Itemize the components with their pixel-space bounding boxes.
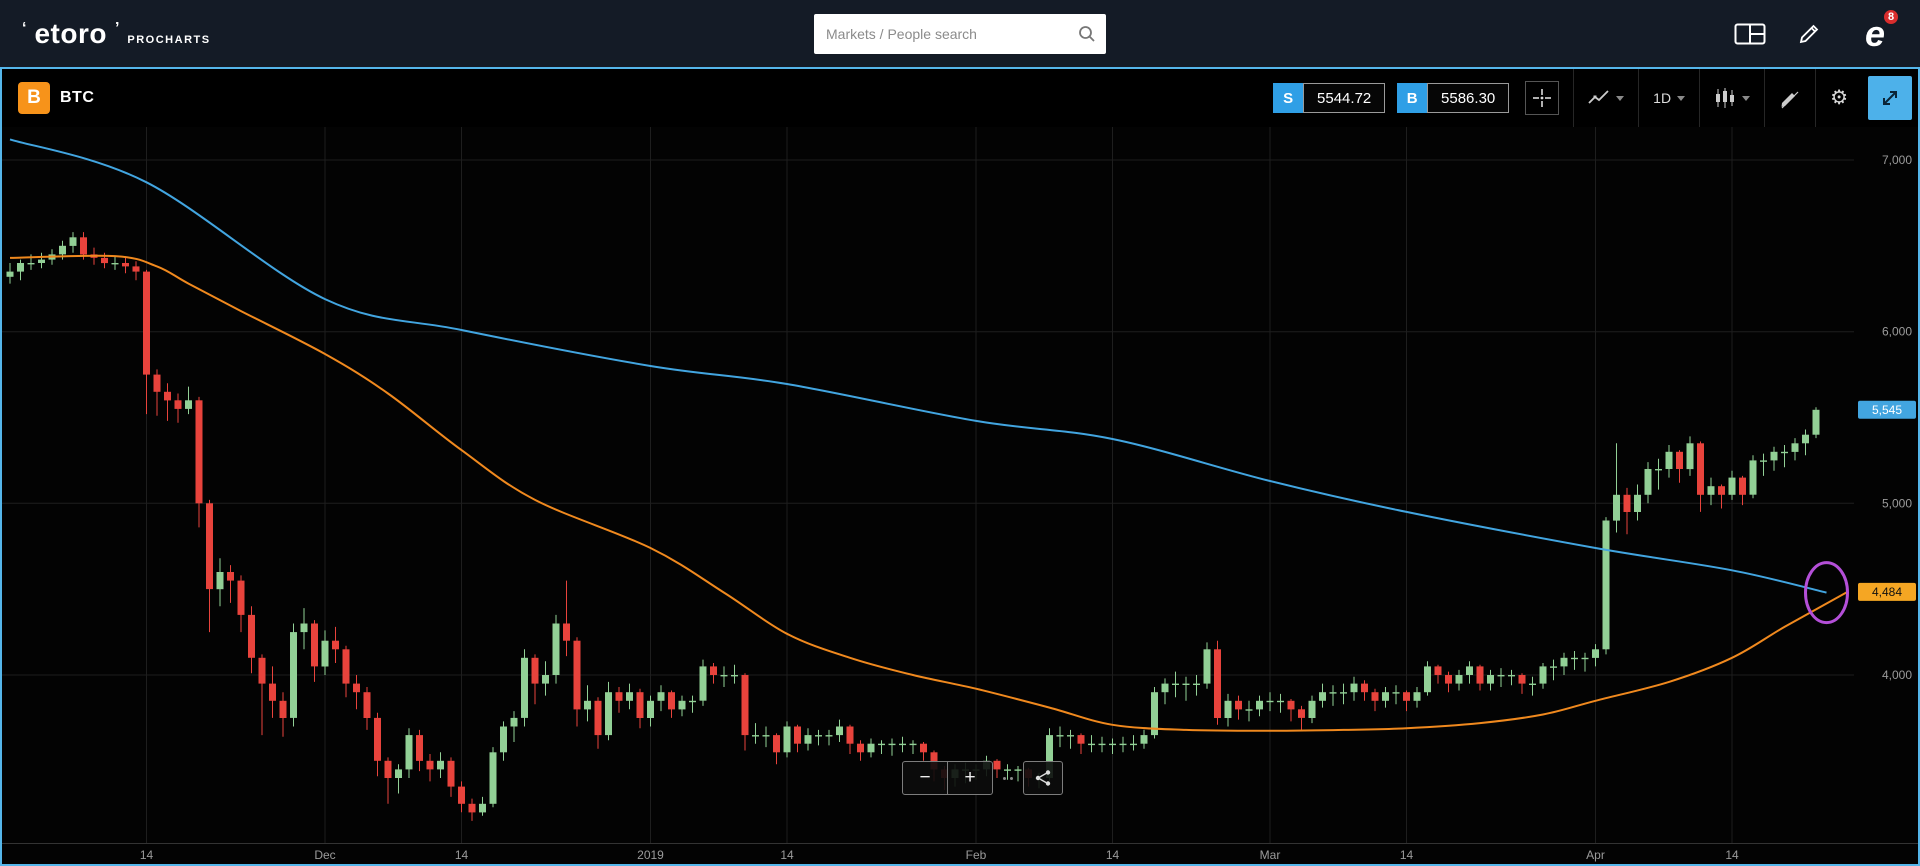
svg-text:Mar: Mar <box>1260 848 1281 862</box>
chevron-down-icon <box>1742 95 1751 101</box>
zoom-in-button[interactable]: + <box>948 762 992 794</box>
zoom-controls: − + <box>902 761 1063 795</box>
svg-text:14: 14 <box>455 848 469 862</box>
search-icon[interactable] <box>1068 14 1106 54</box>
interval-label: 1D <box>1653 90 1672 106</box>
sell-button[interactable]: S 5544.72 <box>1273 83 1386 113</box>
chart-toolbar: B BTC S 5544.72 B 5586.30 <box>2 69 1918 127</box>
draw-pencil-icon[interactable] <box>1796 21 1822 47</box>
procharts-label: PROCHARTS <box>127 33 211 46</box>
notification-badge: 8 <box>1882 7 1900 26</box>
svg-text:7,000: 7,000 <box>1882 153 1912 167</box>
ma-slow-blue-line <box>9 138 1827 594</box>
sell-price: 5544.72 <box>1303 83 1386 113</box>
search-box[interactable] <box>814 13 1106 54</box>
price-tag-ma: 4,484 <box>1858 582 1916 601</box>
price-tag-current: 5,545 <box>1858 400 1916 419</box>
interval-dropdown[interactable]: 1D <box>1639 69 1699 127</box>
etoro-logo[interactable]: ‘ etoro ’ PROCHARTS <box>22 18 211 50</box>
logo-right-mark: ’ <box>114 19 120 37</box>
svg-text:Apr: Apr <box>1586 848 1605 862</box>
marker-pen-icon <box>1781 91 1799 109</box>
annotation-ellipse[interactable] <box>1804 561 1849 625</box>
expand-icon <box>1883 91 1897 105</box>
svg-text:Feb: Feb <box>966 848 987 862</box>
x-axis-labels: 14 Dec 14 2019 14 Feb 14 Mar 14 Apr 14 <box>140 848 1739 862</box>
svg-text:14: 14 <box>1400 848 1414 862</box>
btc-icon: B <box>18 82 50 114</box>
symbol-label: BTC <box>60 89 95 106</box>
svg-text:6,000: 6,000 <box>1882 325 1912 339</box>
drag-handle-dots[interactable] <box>1003 776 1013 780</box>
logo-text: etoro <box>34 17 107 49</box>
candles-layer <box>6 232 1820 821</box>
crosshair-tool-button[interactable] <box>1525 81 1560 115</box>
fullscreen-button[interactable] <box>1868 76 1912 120</box>
y-axis-labels: 7,000 6,000 5,000 4,000 <box>1882 153 1912 682</box>
svg-text:14: 14 <box>140 848 154 862</box>
svg-text:Dec: Dec <box>314 848 335 862</box>
chart-style-dropdown[interactable] <box>1574 69 1638 127</box>
grid-layer <box>2 127 1918 844</box>
svg-text:4,000: 4,000 <box>1882 668 1912 682</box>
svg-text:2019: 2019 <box>637 848 664 862</box>
crosshair-icon <box>1533 89 1552 107</box>
layout-icon[interactable] <box>1734 22 1766 46</box>
user-avatar[interactable]: e 8 <box>1852 7 1900 57</box>
drawing-tools-button[interactable] <box>1765 69 1815 127</box>
svg-text:14: 14 <box>1106 848 1120 862</box>
buy-price: 5586.30 <box>1427 83 1510 113</box>
svg-text:5,000: 5,000 <box>1882 496 1912 510</box>
chart-panel: B BTC S 5544.72 B 5586.30 <box>0 67 1920 866</box>
settings-button[interactable]: ⚙ <box>1816 69 1862 127</box>
chevron-down-icon <box>1677 95 1686 101</box>
buy-badge: B <box>1397 83 1428 113</box>
price-chart[interactable]: 7,000 6,000 5,000 4,000 14 Dec 14 2019 14 Feb 14 Ma… <box>2 127 1918 864</box>
sell-badge: S <box>1273 83 1304 113</box>
zoom-out-button[interactable]: − <box>903 762 947 794</box>
candlestick-icon <box>1716 88 1735 108</box>
chevron-down-icon <box>1616 95 1625 101</box>
svg-text:14: 14 <box>780 848 794 862</box>
avatar-e-glyph: e <box>1864 12 1886 54</box>
share-button[interactable] <box>1023 761 1063 795</box>
candle-type-dropdown[interactable] <box>1700 69 1764 127</box>
ma-fast-orange-line <box>9 254 1848 732</box>
gear-icon: ⚙ <box>1830 87 1848 109</box>
svg-text:5,545: 5,545 <box>1872 403 1902 417</box>
svg-text:14: 14 <box>1725 848 1739 862</box>
top-header: ‘ etoro ’ PROCHARTS e 8 <box>0 0 1920 67</box>
line-chart-icon <box>1588 90 1609 104</box>
share-icon <box>1035 770 1051 786</box>
logo-left-mark: ‘ <box>22 19 27 37</box>
buy-button[interactable]: B 5586.30 <box>1397 83 1510 113</box>
search-input[interactable] <box>814 25 1068 42</box>
svg-text:4,484: 4,484 <box>1872 585 1902 599</box>
